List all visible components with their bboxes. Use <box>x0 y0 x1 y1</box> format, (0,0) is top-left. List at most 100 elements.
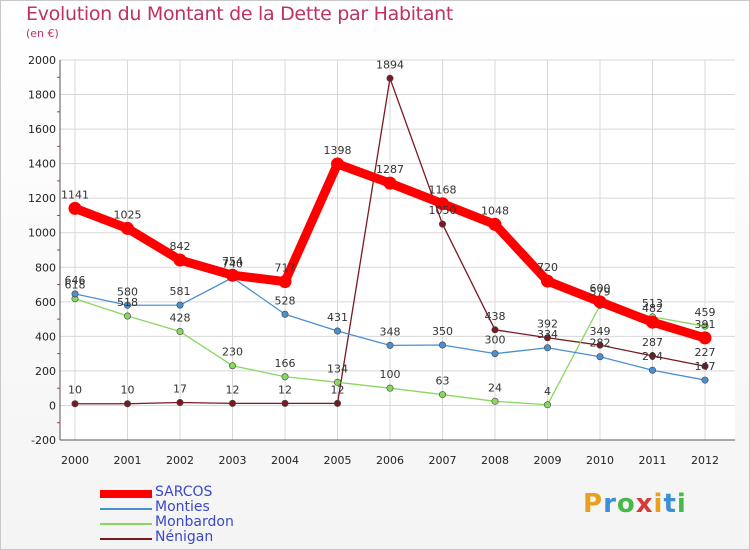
data-point <box>176 399 184 407</box>
data-point <box>281 373 289 381</box>
data-point <box>648 366 656 374</box>
data-label: 10 <box>68 384 82 397</box>
data-label: 334 <box>537 328 558 341</box>
data-label: 100 <box>380 368 401 381</box>
data-point <box>331 157 344 171</box>
data-label: 166 <box>275 357 296 370</box>
data-label: 518 <box>117 296 138 309</box>
y-tick-label: 400 <box>35 330 56 343</box>
data-label: 581 <box>170 285 191 298</box>
data-label: 147 <box>695 360 716 373</box>
logo-letter: t <box>663 489 677 519</box>
data-point <box>438 391 446 399</box>
data-point <box>701 376 709 384</box>
x-tick-label: 2009 <box>534 454 562 467</box>
legend-label: Monties <box>155 499 210 515</box>
data-label: 459 <box>695 306 716 319</box>
data-point <box>226 268 239 282</box>
legend-swatch <box>100 538 152 540</box>
data-label: 431 <box>327 311 348 324</box>
data-label: 282 <box>590 337 611 350</box>
data-point <box>701 362 709 370</box>
x-tick-label: 2011 <box>639 454 667 467</box>
data-point <box>701 322 709 330</box>
data-label: 10 <box>121 384 135 397</box>
data-label: 1050 <box>429 204 457 217</box>
data-label: 392 <box>537 318 558 331</box>
data-point <box>543 334 551 342</box>
data-label: 1141 <box>61 188 89 201</box>
data-label: 1048 <box>481 204 509 217</box>
data-label: 12 <box>226 383 240 396</box>
data-point <box>383 176 397 190</box>
data-label: 348 <box>380 325 401 338</box>
y-tick-label: 0 <box>49 399 56 412</box>
y-tick-label: 200 <box>35 365 56 378</box>
y-tick-label: 2000 <box>28 54 56 67</box>
y-tick-label: 1600 <box>28 123 56 136</box>
data-label: 349 <box>590 325 611 338</box>
data-label: 618 <box>65 279 86 292</box>
data-label: 287 <box>642 336 663 349</box>
data-label: 513 <box>642 297 663 310</box>
data-point <box>281 310 289 318</box>
legend-swatch <box>100 508 152 510</box>
x-tick-label: 2005 <box>324 454 352 467</box>
data-label: 842 <box>170 240 191 253</box>
data-point <box>543 344 551 352</box>
chart-title: Evolution du Montant de la Dette par Hab… <box>26 3 454 25</box>
data-point <box>71 400 79 408</box>
data-label: 227 <box>695 346 716 359</box>
data-label: 134 <box>327 362 348 375</box>
legend-label: Monbardon <box>155 514 234 530</box>
data-point <box>438 341 446 349</box>
data-label: 579 <box>590 285 611 298</box>
data-label: 391 <box>695 318 716 331</box>
data-point <box>173 253 187 267</box>
data-label: 482 <box>642 302 663 315</box>
y-tick-label: -200 <box>31 434 56 447</box>
data-label: 230 <box>222 346 243 359</box>
legend-label: Nénigan <box>155 529 214 545</box>
data-point <box>333 399 341 407</box>
data-label: 646 <box>65 274 86 287</box>
data-point <box>593 295 607 309</box>
data-label: 1894 <box>376 58 404 71</box>
data-point <box>491 397 499 405</box>
data-label: 12 <box>331 383 345 396</box>
data-label: 350 <box>432 325 453 338</box>
data-label: 300 <box>485 334 506 347</box>
y-tick-label: 1200 <box>28 192 56 205</box>
x-tick-label: 2001 <box>114 454 142 467</box>
data-point <box>596 341 604 349</box>
data-point <box>488 217 502 231</box>
data-label: 17 <box>173 383 187 396</box>
data-point <box>491 326 499 334</box>
data-label: 580 <box>117 285 138 298</box>
chart-subtitle: (en €) <box>26 27 59 40</box>
data-label: 12 <box>278 383 292 396</box>
data-point <box>491 350 499 358</box>
x-tick-label: 2000 <box>61 454 89 467</box>
data-point <box>541 274 554 288</box>
data-point <box>68 201 82 215</box>
logo-letter: r <box>603 489 617 519</box>
x-tick-label: 2003 <box>219 454 247 467</box>
x-tick-label: 2012 <box>691 454 719 467</box>
data-label: 63 <box>436 375 450 388</box>
data-point <box>386 341 394 349</box>
x-tick-label: 2008 <box>481 454 509 467</box>
logo-letter: i <box>676 489 687 519</box>
data-label: 1398 <box>324 144 352 157</box>
plot-area <box>60 60 735 440</box>
data-label: 438 <box>485 310 506 323</box>
data-label: 4 <box>544 385 551 398</box>
y-tick-label: 1800 <box>28 89 56 102</box>
data-point <box>596 353 604 361</box>
data-point <box>121 221 134 235</box>
data-point <box>333 327 341 335</box>
data-label: 720 <box>537 261 558 274</box>
logo-letter: i <box>653 489 664 519</box>
data-point <box>176 301 184 309</box>
